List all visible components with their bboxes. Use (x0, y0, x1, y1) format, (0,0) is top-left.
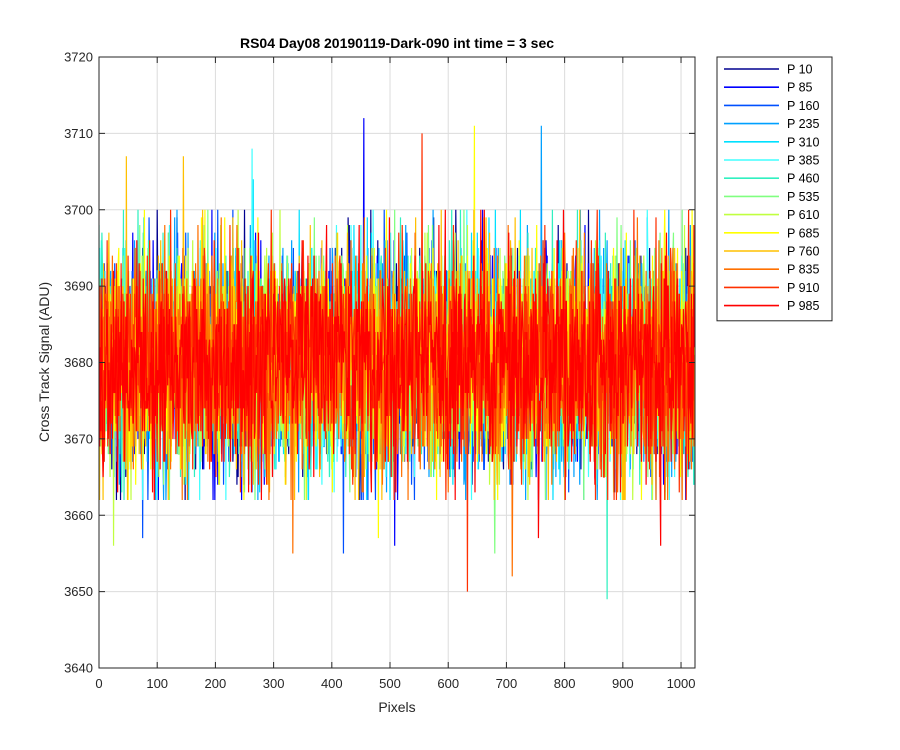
y-tick-label: 3680 (64, 355, 93, 370)
y-tick-label: 3700 (64, 202, 93, 217)
legend: P 10 P 85 P 160 P 235 P 310 P 385 P 460 P 535 P … (716, 56, 833, 322)
legend-entry: P 85 (787, 81, 813, 95)
legend-entry: P 985 (787, 299, 819, 313)
legend-entry: P 535 (787, 190, 819, 204)
legend-entry: P 910 (787, 281, 819, 295)
y-tick-label: 3710 (64, 126, 93, 141)
legend-entry: P 760 (787, 245, 819, 259)
legend-entry: P 835 (787, 263, 819, 277)
y-tick-label: 3660 (64, 508, 93, 523)
x-tick-label: 100 (146, 676, 168, 691)
legend-box (716, 56, 833, 322)
x-tick-label: 0 (95, 676, 102, 691)
x-tick-label: 300 (263, 676, 285, 691)
chart-title: RS04 Day08 20190119-Dark-090 int time = … (240, 35, 554, 51)
y-tick-label: 3720 (64, 50, 93, 65)
x-tick-label: 900 (612, 676, 634, 691)
x-tick-label: 500 (379, 676, 401, 691)
x-axis-label: Pixels (378, 699, 415, 715)
y-tick-label: 3640 (64, 661, 93, 676)
x-tick-label: 600 (437, 676, 459, 691)
x-tick-label: 400 (321, 676, 343, 691)
x-tick-label: 200 (205, 676, 227, 691)
y-axis-label: Cross Track Signal (ADU) (36, 282, 52, 442)
legend-entry: P 310 (787, 135, 819, 149)
y-tick-label: 3690 (64, 279, 93, 294)
x-tick-label: 800 (554, 676, 576, 691)
legend-entry: P 610 (787, 208, 819, 222)
x-tick-label: 1000 (667, 676, 696, 691)
legend-entry: P 460 (787, 172, 819, 186)
legend-entry: P 235 (787, 117, 819, 131)
y-tick-label: 3650 (64, 584, 93, 599)
y-tick-label: 3670 (64, 431, 93, 446)
x-tick-label: 700 (496, 676, 518, 691)
legend-entry: P 10 (787, 63, 813, 77)
series-line (99, 209, 695, 546)
series-lines (99, 118, 695, 600)
axis-ticks: 0 100 200 300 400 500 600 700 800 900 1000 3640 3650… (64, 50, 695, 692)
legend-entry: P 685 (787, 226, 819, 240)
legend-entry: P 160 (787, 99, 819, 113)
legend-entry: P 385 (787, 154, 819, 168)
